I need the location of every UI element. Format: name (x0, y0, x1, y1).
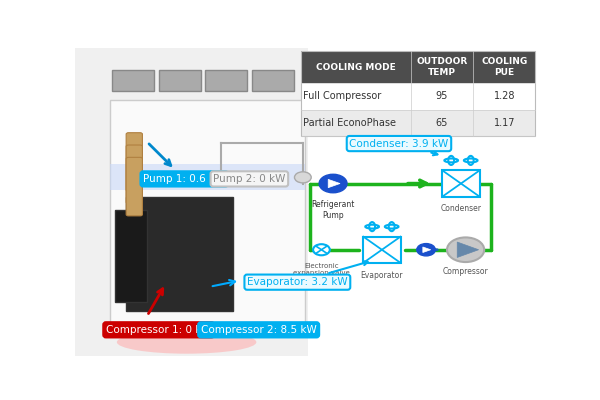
Bar (364, 237, 401, 263)
Ellipse shape (117, 330, 256, 354)
Bar (301, 83, 535, 110)
Text: Condenser: Condenser (440, 204, 481, 213)
Text: Refrigerant
Pump: Refrigerant Pump (311, 200, 355, 220)
Polygon shape (457, 242, 479, 258)
Circle shape (319, 174, 347, 193)
Bar (75, 48, 308, 356)
Polygon shape (423, 247, 431, 252)
Circle shape (213, 172, 230, 183)
Text: Evaporator: 3.2 kW: Evaporator: 3.2 kW (247, 261, 368, 287)
Text: Electronic
expansion valve: Electronic expansion valve (293, 263, 350, 276)
Polygon shape (328, 179, 340, 188)
FancyBboxPatch shape (126, 157, 142, 216)
Bar (110, 100, 305, 331)
Circle shape (313, 244, 330, 255)
Text: 1.17: 1.17 (493, 118, 515, 128)
Bar (442, 170, 479, 197)
Text: Pump 2: 0 kW: Pump 2: 0 kW (213, 174, 286, 184)
Text: Pump 1: 0.6 kW: Pump 1: 0.6 kW (143, 174, 226, 184)
Bar (158, 70, 200, 91)
Text: Evaporator: Evaporator (361, 270, 403, 280)
Bar (252, 70, 293, 91)
Bar (301, 51, 535, 83)
Polygon shape (218, 174, 228, 181)
Text: Full Compressor: Full Compressor (303, 91, 381, 101)
Circle shape (447, 238, 484, 262)
Text: Condenser: 3.9 kW: Condenser: 3.9 kW (349, 138, 449, 155)
Bar (110, 164, 305, 190)
Bar (301, 110, 535, 136)
Text: Compressor 2: 8.5 kW: Compressor 2: 8.5 kW (201, 325, 317, 335)
Circle shape (295, 172, 311, 183)
Text: Partial EconoPhase: Partial EconoPhase (303, 118, 396, 128)
Text: COOLING
PUE: COOLING PUE (481, 57, 527, 77)
Text: Compressor: Compressor (443, 267, 488, 276)
Bar (126, 197, 233, 311)
FancyBboxPatch shape (126, 133, 142, 191)
Text: 95: 95 (436, 91, 448, 101)
Bar (112, 70, 154, 91)
Text: 1.28: 1.28 (493, 91, 515, 101)
Text: Compressor 1: 0 kW: Compressor 1: 0 kW (106, 325, 212, 335)
FancyBboxPatch shape (126, 145, 142, 204)
Bar (301, 51, 535, 136)
Bar (205, 70, 247, 91)
Circle shape (417, 244, 436, 256)
Text: COOLING MODE: COOLING MODE (316, 63, 395, 72)
Text: 65: 65 (436, 118, 448, 128)
Bar (115, 210, 147, 302)
Text: OUTDOOR
TEMP: OUTDOOR TEMP (416, 57, 467, 77)
